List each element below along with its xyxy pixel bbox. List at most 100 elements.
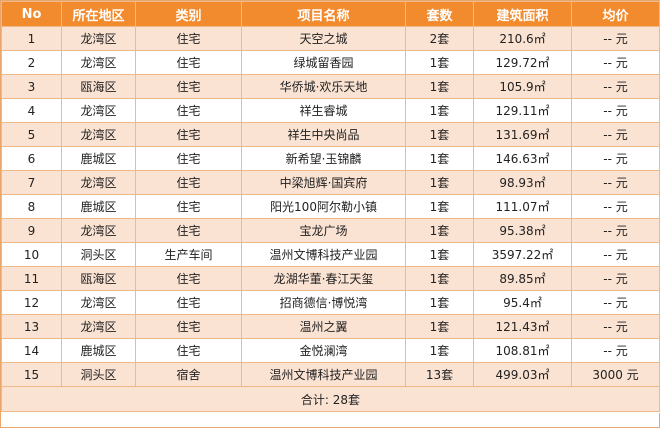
count-cell: 1套 [405, 218, 474, 243]
row-number: 11 [1, 266, 62, 291]
project-name-cell: 祥生睿城 [241, 98, 406, 123]
type-cell: 住宅 [135, 194, 242, 219]
price-cell: -- 元 [571, 146, 660, 171]
row-number: 13 [1, 314, 62, 339]
price-cell: -- 元 [571, 290, 660, 315]
area-cell: 89.85㎡ [473, 266, 572, 291]
area-cell: 121.43㎡ [473, 314, 572, 339]
type-cell: 住宅 [135, 338, 242, 363]
price-cell: 3000 元 [571, 362, 660, 387]
table-row: 2 龙湾区 住宅 绿城留香园 1套 129.72㎡ -- 元 [1, 50, 660, 75]
price-cell: -- 元 [571, 122, 660, 147]
type-cell: 住宅 [135, 170, 242, 195]
count-cell: 1套 [405, 170, 474, 195]
area-cell: 108.81㎡ [473, 338, 572, 363]
row-number: 9 [1, 218, 62, 243]
price-cell: -- 元 [571, 26, 660, 51]
table-row: 8 鹿城区 住宅 阳光100阿尔勒小镇 1套 111.07㎡ -- 元 [1, 194, 660, 219]
row-number: 6 [1, 146, 62, 171]
row-number: 14 [1, 338, 62, 363]
table-row: 13 龙湾区 住宅 温州之翼 1套 121.43㎡ -- 元 [1, 314, 660, 339]
type-cell: 住宅 [135, 314, 242, 339]
table-row: 15 洞头区 宿舍 温州文博科技产业园 13套 499.03㎡ 3000 元 [1, 362, 660, 387]
area-cell: 111.07㎡ [473, 194, 572, 219]
header-no: No [1, 1, 62, 27]
district-cell: 龙湾区 [61, 98, 136, 123]
table-header-row: No 所在地区 类别 项目名称 套数 建筑面积 均价 [1, 1, 660, 27]
type-cell: 住宅 [135, 50, 242, 75]
price-cell: -- 元 [571, 338, 660, 363]
row-number: 5 [1, 122, 62, 147]
count-cell: 1套 [405, 98, 474, 123]
table-row: 11 瓯海区 住宅 龙湖华董·春江天玺 1套 89.85㎡ -- 元 [1, 266, 660, 291]
area-cell: 95.38㎡ [473, 218, 572, 243]
table-row: 10 洞头区 生产车间 温州文博科技产业园 1套 3597.22㎡ -- 元 [1, 242, 660, 267]
header-project-name: 项目名称 [241, 1, 406, 27]
type-cell: 住宅 [135, 290, 242, 315]
area-cell: 105.9㎡ [473, 74, 572, 99]
header-price: 均价 [571, 1, 660, 27]
price-cell: -- 元 [571, 170, 660, 195]
row-number: 12 [1, 290, 62, 315]
count-cell: 1套 [405, 242, 474, 267]
area-cell: 3597.22㎡ [473, 242, 572, 267]
district-cell: 龙湾区 [61, 50, 136, 75]
count-cell: 1套 [405, 314, 474, 339]
district-cell: 鹿城区 [61, 338, 136, 363]
spacer-cell [1, 411, 660, 413]
price-cell: -- 元 [571, 266, 660, 291]
count-cell: 1套 [405, 146, 474, 171]
district-cell: 瓯海区 [61, 74, 136, 99]
district-cell: 洞头区 [61, 242, 136, 267]
type-cell: 生产车间 [135, 242, 242, 267]
project-name-cell: 招商德信·博悦湾 [241, 290, 406, 315]
header-area: 建筑面积 [473, 1, 572, 27]
table-row: 4 龙湾区 住宅 祥生睿城 1套 129.11㎡ -- 元 [1, 98, 660, 123]
row-number: 7 [1, 170, 62, 195]
table-row: 3 瓯海区 住宅 华侨城·欢乐天地 1套 105.9㎡ -- 元 [1, 74, 660, 99]
area-cell: 129.72㎡ [473, 50, 572, 75]
project-name-cell: 绿城留香园 [241, 50, 406, 75]
project-name-cell: 温州文博科技产业园 [241, 242, 406, 267]
table-bottom-spacer [1, 411, 660, 413]
table-row: 14 鹿城区 住宅 金悦澜湾 1套 108.81㎡ -- 元 [1, 338, 660, 363]
housing-table: No 所在地区 类别 项目名称 套数 建筑面积 均价 1 龙湾区 住宅 天空之城 2套 2… [1, 1, 660, 413]
project-name-cell: 金悦澜湾 [241, 338, 406, 363]
row-number: 3 [1, 74, 62, 99]
type-cell: 住宅 [135, 74, 242, 99]
price-cell: -- 元 [571, 194, 660, 219]
price-cell: -- 元 [571, 218, 660, 243]
table-row: 5 龙湾区 住宅 祥生中央尚品 1套 131.69㎡ -- 元 [1, 122, 660, 147]
district-cell: 龙湾区 [61, 314, 136, 339]
header-count: 套数 [405, 1, 474, 27]
district-cell: 龙湾区 [61, 26, 136, 51]
table-row: 12 龙湾区 住宅 招商德信·博悦湾 1套 95.4㎡ -- 元 [1, 290, 660, 315]
table-row: 1 龙湾区 住宅 天空之城 2套 210.6㎡ -- 元 [1, 26, 660, 51]
district-cell: 鹿城区 [61, 146, 136, 171]
type-cell: 住宅 [135, 122, 242, 147]
project-name-cell: 祥生中央尚品 [241, 122, 406, 147]
area-cell: 95.4㎡ [473, 290, 572, 315]
project-name-cell: 温州之翼 [241, 314, 406, 339]
area-cell: 131.69㎡ [473, 122, 572, 147]
type-cell: 住宅 [135, 26, 242, 51]
district-cell: 洞头区 [61, 362, 136, 387]
area-cell: 146.63㎡ [473, 146, 572, 171]
district-cell: 龙湾区 [61, 170, 136, 195]
project-name-cell: 阳光100阿尔勒小镇 [241, 194, 406, 219]
count-cell: 1套 [405, 122, 474, 147]
project-name-cell: 温州文博科技产业园 [241, 362, 406, 387]
count-cell: 1套 [405, 50, 474, 75]
project-name-cell: 新希望·玉锦麟 [241, 146, 406, 171]
count-cell: 1套 [405, 266, 474, 291]
row-number: 1 [1, 26, 62, 51]
table-footer-row: 合计: 28套 [1, 386, 660, 412]
price-cell: -- 元 [571, 50, 660, 75]
count-cell: 13套 [405, 362, 474, 387]
price-cell: -- 元 [571, 314, 660, 339]
area-cell: 129.11㎡ [473, 98, 572, 123]
type-cell: 住宅 [135, 266, 242, 291]
project-name-cell: 龙湖华董·春江天玺 [241, 266, 406, 291]
row-number: 8 [1, 194, 62, 219]
